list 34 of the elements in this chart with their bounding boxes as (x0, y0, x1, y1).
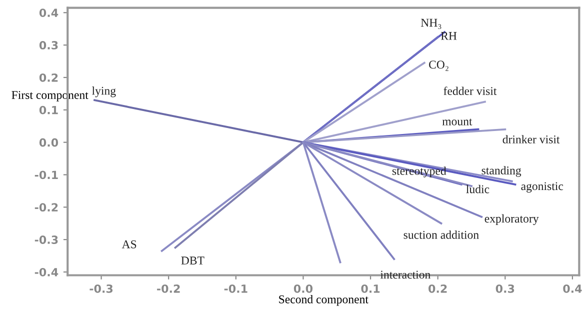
x-tick-label: 0.0 (294, 284, 313, 293)
x-tick-label: 0.1 (361, 284, 380, 293)
series-label: NH₃ (420, 18, 442, 30)
y-tick-label: -0.2 (34, 203, 58, 212)
y-tick-label: 0.2 (39, 73, 58, 82)
y-tick-label: 0.0 (39, 138, 58, 147)
x-tick-label: 0.4 (563, 284, 582, 293)
x-axis-title: Second component (279, 295, 368, 306)
series-label: DBT (181, 256, 204, 264)
y-tick-label: -0.3 (34, 236, 58, 244)
y-tick-label: 0.3 (39, 41, 58, 50)
series-label: lying (92, 86, 116, 98)
series-label: fedder visit (444, 86, 497, 96)
text: AS (122, 240, 136, 248)
series-label: ludic (466, 184, 490, 194)
x-tick-label: -0.2 (157, 284, 180, 293)
series-label: CO₂ (429, 60, 448, 71)
y-axis-title: First component (12, 91, 88, 102)
series-label: mount (442, 118, 472, 126)
y-tick-label: -0.1 (34, 170, 58, 180)
series-label: interaction (380, 270, 430, 279)
y-tick-label: -0.4 (34, 268, 58, 276)
y-tick-label: 0.1 (39, 106, 58, 114)
x-tick-label: 0.2 (428, 284, 447, 293)
series-label: standing (482, 166, 522, 177)
series-label: RH (440, 32, 457, 40)
x-tick-label: -0.1 (224, 284, 248, 293)
series-label: suction addition (404, 230, 479, 239)
x-tick-label: -0.3 (90, 284, 113, 293)
series-label: drinker visit (502, 135, 560, 144)
y-tick-label: 0.4 (39, 8, 58, 18)
x-tick-label: 0.3 (496, 284, 514, 293)
series-label: exploratory (484, 214, 539, 226)
series-label: agonistic (521, 182, 564, 193)
